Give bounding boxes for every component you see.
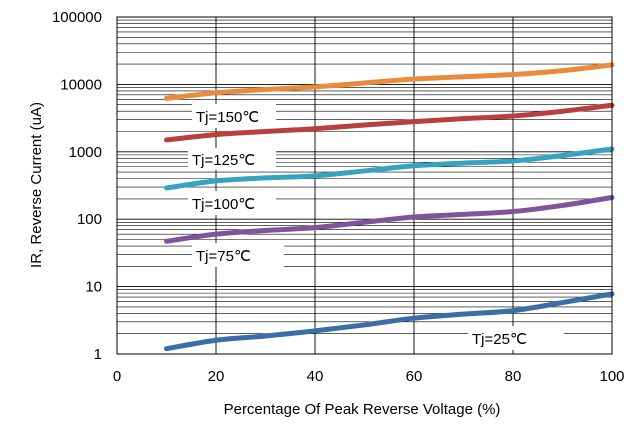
y-tick-label: 10000 [60,76,102,93]
y-axis-ticks: 1 10 100 1000 10000 100000 [52,9,102,363]
chart-series [164,62,615,352]
x-axis-label: Percentage Of Peak Reverse Voltage (%) [224,401,501,418]
y-tick-label: 100000 [52,9,102,26]
x-tick-label: 20 [208,368,225,385]
series-label-box [468,326,564,350]
x-tick-label: 60 [406,368,423,385]
plot-frame [116,16,613,355]
series-label-box [192,104,276,128]
x-tick-label: 100 [599,368,624,385]
x-tick-label: 0 [113,368,121,385]
series-label-box [188,148,276,170]
series-line-1 [164,102,615,143]
x-tick-label: 80 [505,368,522,385]
series-label-3: Tj=75℃ [196,248,251,265]
y-tick-label: 10 [85,279,102,296]
series-line-4 [164,291,615,352]
series-label-0: Tj=150℃ [196,109,259,126]
y-tick-label: 100 [77,211,102,228]
y-tick-label: 1 [94,346,102,363]
series-label-box [192,243,284,267]
series-line-0 [164,62,615,101]
series-line-3 [164,194,615,244]
plot-area-border [116,16,613,355]
y-axis-label: IR, Reverse Current (uA) [28,102,45,268]
x-axis-ticks: 0 20 40 60 80 100 [113,368,625,385]
series-label-box [188,191,276,215]
series-label-2: Tj=100℃ [192,196,255,213]
series-line-2 [164,146,615,191]
series-label-1: Tj=125℃ [192,152,255,169]
y-tick-label: 1000 [69,144,102,161]
series-labels: Tj=150℃ Tj=125℃ Tj=100℃ Tj=75℃ Tj=25℃ [188,104,564,350]
series-label-4: Tj=25℃ [472,331,527,348]
x-tick-label: 40 [307,368,324,385]
